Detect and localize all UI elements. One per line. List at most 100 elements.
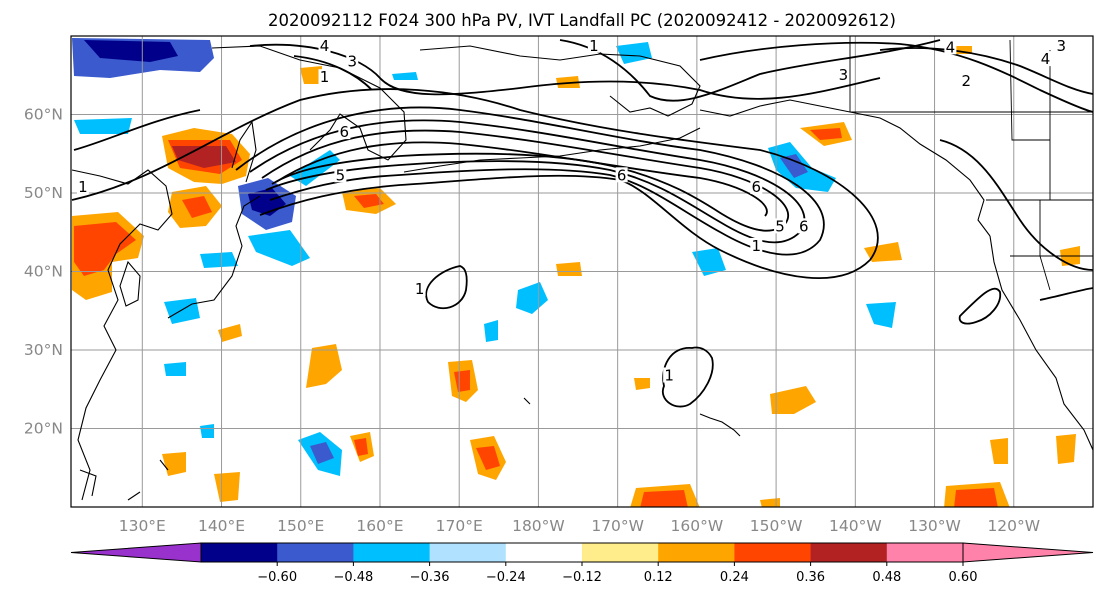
pv-negative-region	[692, 248, 726, 276]
lon-tick-label: 160°W	[671, 517, 724, 535]
contour-label-bg	[338, 124, 351, 140]
pv-positive-region	[1056, 434, 1076, 464]
pv-positive-region	[864, 242, 902, 262]
lon-tick-label: 150°E	[277, 517, 324, 535]
lat-tick-label: 30°N	[24, 341, 63, 359]
contour-line	[939, 139, 1093, 271]
colorbar: −0.60 −0.48 −0.36 −0.24 −0.12 0.12 0.24 0.36 0.4…	[70, 542, 1094, 585]
color-swatch	[201, 543, 278, 562]
ivt-contours	[71, 39, 1093, 408]
latitude-labels: 20°N 30°N 40°N 50°N 60°N	[24, 106, 63, 438]
contour-label: 4	[946, 38, 956, 56]
pv-positive-core	[354, 194, 384, 208]
pv-negative-core	[310, 442, 334, 464]
contour-label: 5	[336, 166, 346, 184]
lon-tick-label: 170°W	[591, 517, 644, 535]
pv-positive-inner	[172, 146, 236, 168]
border-canada-provinces	[1009, 39, 1051, 200]
contour-label: 3	[1057, 37, 1067, 55]
contour-label-bg	[663, 367, 676, 383]
pv-positive-region	[760, 498, 780, 507]
contour-label: 4	[1041, 50, 1051, 68]
pv-positive-region	[218, 324, 242, 342]
contour-line	[71, 88, 879, 280]
pv-positive-core	[954, 488, 998, 507]
coastline-siberia	[419, 45, 701, 117]
colorbar-tick-label: 0.60	[949, 570, 978, 585]
colorbar-extend-high	[962, 542, 1094, 563]
pv-negative-region	[74, 118, 132, 134]
contour-line	[958, 287, 1002, 325]
colorbar-tick-label: −0.36	[410, 570, 450, 585]
colorbar-tick-label: 0.12	[644, 570, 673, 585]
color-swatch	[658, 543, 735, 562]
contour-line	[559, 39, 941, 102]
colorbar-tick-label: −0.60	[257, 570, 297, 585]
contour-label: 6	[752, 178, 762, 196]
coastline-korea	[119, 260, 141, 307]
pv-positive-core	[640, 490, 688, 507]
contour-label-bg	[413, 281, 426, 297]
lon-tick-label: 140°E	[198, 517, 245, 535]
contour-label-bg	[944, 39, 957, 55]
contour-line	[235, 106, 825, 256]
colorbar-tick-label: −0.12	[562, 570, 602, 585]
color-swatch	[505, 543, 583, 562]
contour-label-bg	[960, 73, 973, 89]
lon-tick-label: 120°W	[987, 517, 1040, 535]
pv-negative-region	[392, 72, 418, 80]
contour-label-bg	[837, 66, 850, 82]
lon-tick-label: 180°W	[512, 517, 565, 535]
color-swatch	[277, 543, 354, 562]
lat-tick-label: 50°N	[24, 184, 63, 202]
contour-label-bg	[318, 69, 331, 85]
contour-label-bg	[76, 179, 89, 195]
coastline-aleutians	[403, 127, 701, 173]
color-swatch	[734, 543, 812, 562]
pv-positive-core	[810, 128, 842, 140]
contour-label: 1	[752, 237, 762, 255]
contour-label-bg	[797, 218, 810, 234]
contour-label-bg	[615, 167, 628, 183]
colorbar-tick-label: 0.36	[796, 570, 825, 585]
contour-line	[425, 265, 468, 310]
colorbar-tick-label: −0.48	[333, 570, 373, 585]
pv-positive-core	[74, 222, 136, 276]
contour-label-bg	[334, 167, 347, 183]
pv-negative-region	[866, 302, 896, 328]
pv-positive-core	[476, 446, 500, 470]
pv-negative-core	[84, 40, 178, 62]
colorbar-tick-label: −0.24	[486, 570, 526, 585]
contour-line	[1039, 287, 1093, 301]
contour-label: 4	[320, 37, 330, 55]
pv-positive-core	[454, 370, 470, 392]
color-swatch	[810, 543, 888, 562]
coastlines	[71, 45, 1093, 501]
lon-tick-label: 140°W	[829, 517, 882, 535]
contour-label: 3	[839, 66, 849, 84]
contour-label: 3	[347, 52, 357, 70]
contour-label-bg	[1039, 51, 1052, 67]
contour-line	[275, 141, 768, 217]
coastline-alaska	[699, 99, 991, 237]
coastline-islands	[79, 397, 531, 501]
map-title: 2020092112 F024 300 hPa PV, IVT Landfall…	[268, 11, 896, 30]
color-swatch	[582, 543, 659, 562]
contour-label: 2	[961, 72, 971, 90]
borders	[849, 36, 1093, 291]
contour-label-bg	[750, 179, 763, 195]
pv-positive-region	[634, 378, 650, 390]
contour-label-bg	[318, 37, 331, 53]
contour-label: 1	[415, 280, 425, 298]
coastline-kamchatka	[211, 45, 407, 161]
pv-positive-region	[556, 262, 582, 276]
pv-negative-region	[200, 252, 238, 268]
contour-label: 1	[589, 37, 599, 55]
colorbar-tick-label: 0.24	[720, 570, 749, 585]
longitude-labels: 130°E 140°E 150°E 160°E 170°E 180°W 170°W 160°W…	[119, 517, 1040, 535]
pv-positive-region	[300, 66, 322, 84]
pv-positive-region	[306, 344, 342, 388]
color-swatch	[429, 543, 507, 562]
